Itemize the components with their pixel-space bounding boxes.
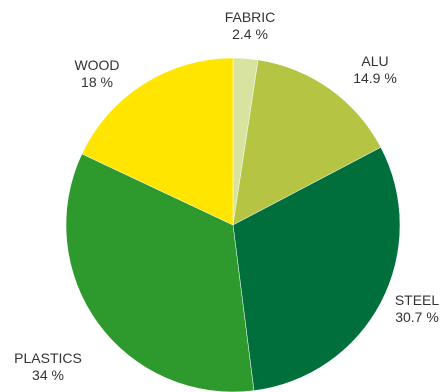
pie-slice-wood <box>81 57 234 226</box>
slice-name-label-alu: ALU <box>361 53 388 69</box>
slice-name-label-wood: WOOD <box>74 57 119 73</box>
slice-name-label-plastics: PLASTICS <box>14 350 82 366</box>
slice-value-label-wood: 18 % <box>81 74 113 90</box>
pie-slice-alu <box>232 59 382 226</box>
slice-value-label-plastics: 34 % <box>32 367 64 383</box>
pie-slices <box>65 57 401 392</box>
pie-slice-plastics <box>65 153 255 392</box>
slice-value-label-steel: 30.7 % <box>395 309 439 325</box>
slice-value-label-fabric: 2.4 % <box>232 26 268 42</box>
slice-value-label-alu: 14.9 % <box>353 70 397 86</box>
slice-name-label-steel: STEEL <box>395 292 440 308</box>
pie-slice-steel <box>232 146 401 391</box>
slice-name-label-fabric: FABRIC <box>225 9 276 25</box>
